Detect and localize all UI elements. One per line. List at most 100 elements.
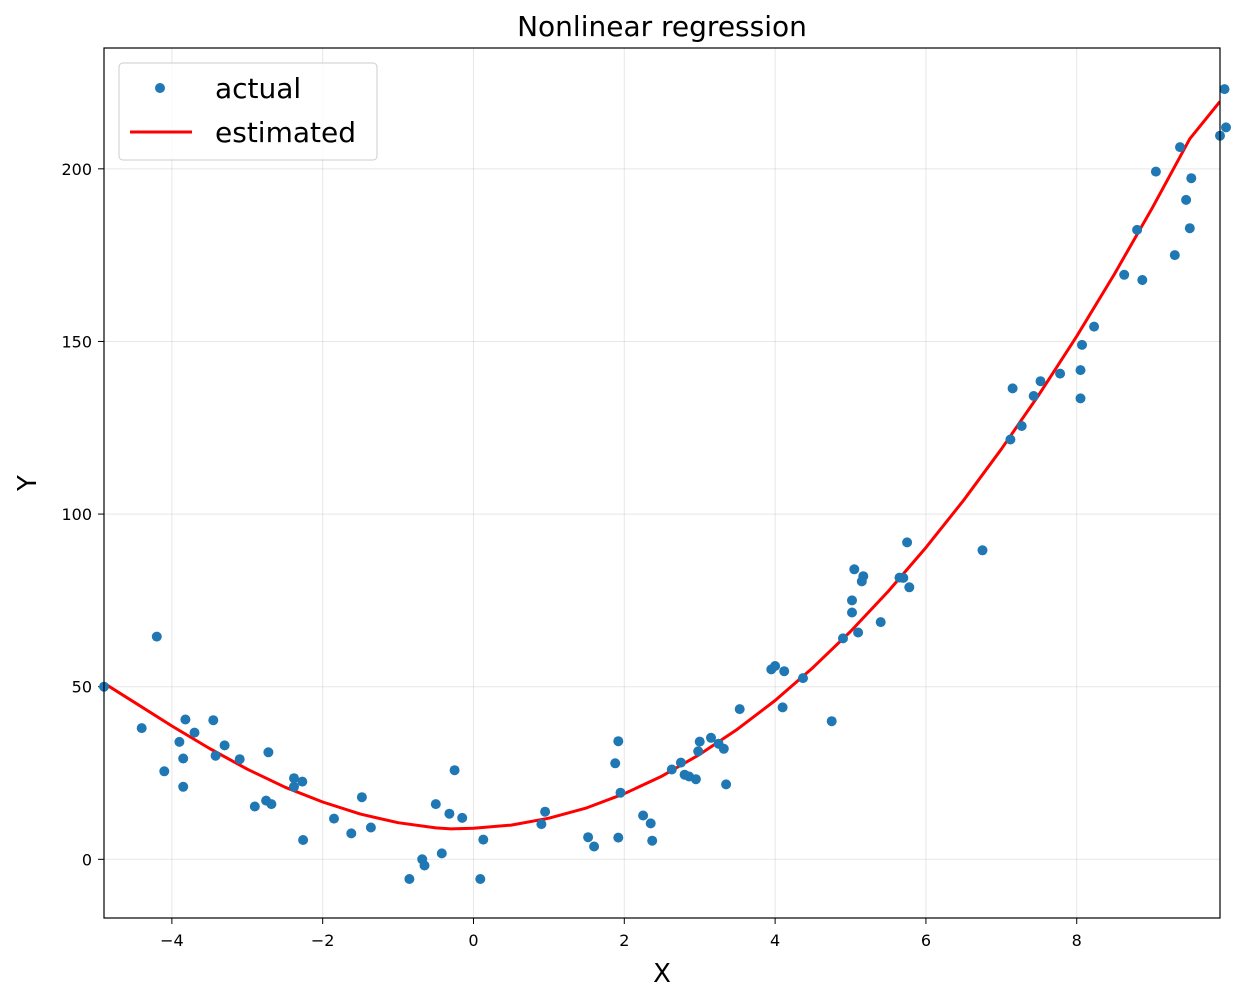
actual-point: [289, 773, 299, 784]
actual-point: [1007, 383, 1018, 394]
x-tick-label: 2: [619, 931, 629, 950]
actual-point: [902, 537, 913, 548]
actual-point: [444, 808, 455, 819]
x-axis-label: X: [653, 959, 671, 989]
actual-point: [174, 736, 185, 747]
y-ticks: 0 50 100 150 200: [61, 160, 104, 869]
actual-point: [610, 758, 621, 769]
actual-point: [1077, 339, 1087, 350]
actual-point: [847, 607, 857, 618]
actual-point: [675, 757, 686, 768]
actual-point: [777, 702, 788, 713]
actual-point: [208, 715, 219, 726]
actual-point: [478, 834, 489, 845]
actual-point: [898, 572, 909, 583]
actual-point: [977, 545, 988, 556]
actual-point: [178, 753, 189, 764]
y-tick-label: 200: [61, 160, 92, 179]
actual-point: [178, 781, 189, 792]
actual-point: [430, 799, 441, 810]
legend-box: [118, 62, 378, 161]
y-tick-label: 50: [72, 678, 92, 697]
actual-point: [798, 673, 808, 684]
y-axis-label: Y: [13, 475, 43, 492]
legend-actual-marker: [155, 83, 165, 93]
actual-point: [853, 627, 864, 638]
actual-point: [356, 792, 367, 803]
actual-point: [457, 812, 468, 823]
actual-point: [449, 765, 460, 776]
actual-point: [298, 835, 309, 845]
actual-point: [1137, 275, 1148, 285]
actual-point: [289, 781, 299, 792]
actual-point: [1075, 365, 1086, 376]
x-ticks: −4 −2 0 2 4 6 8: [160, 918, 1082, 950]
x-tick-label: 6: [921, 931, 931, 950]
actual-point: [1028, 391, 1039, 401]
actual-point: [180, 714, 191, 725]
actual-point: [645, 818, 656, 829]
actual-point: [858, 571, 869, 582]
actual-point: [475, 874, 486, 884]
actual-point: [589, 841, 600, 852]
y-tick-label: 150: [61, 332, 92, 351]
actual-point: [734, 704, 745, 715]
actual-point: [638, 810, 649, 821]
actual-point: [1119, 269, 1130, 280]
actual-point: [1186, 173, 1197, 184]
actual-point: [693, 746, 704, 757]
actual-point: [613, 832, 624, 843]
actual-point: [419, 860, 430, 871]
actual-point: [404, 874, 415, 884]
legend: actual estimated: [118, 62, 378, 161]
actual-point: [151, 631, 162, 642]
actual-point: [706, 732, 716, 743]
x-tick-label: 0: [468, 931, 478, 950]
plot-frame: [103, 47, 1221, 919]
actual-point: [1175, 142, 1185, 153]
actual-point: [770, 661, 781, 671]
actual-point: [1181, 194, 1192, 205]
actual-point: [847, 595, 857, 606]
actual-point: [297, 776, 308, 787]
actual-point: [536, 819, 547, 830]
actual-point: [159, 766, 170, 777]
actual-point: [904, 582, 915, 593]
y-tick-label: 0: [82, 850, 92, 869]
actual-point: [1219, 84, 1230, 95]
x-tick-label: −2: [311, 931, 335, 950]
actual-point: [1016, 421, 1027, 431]
actual-point: [849, 564, 860, 575]
actual-point: [234, 754, 245, 765]
actual-point: [583, 832, 594, 843]
x-tick-label: 4: [770, 931, 780, 950]
actual-point: [1005, 434, 1016, 445]
actual-point: [263, 747, 274, 758]
actual-point: [875, 617, 886, 628]
actual-point: [1055, 368, 1066, 379]
actual-point: [329, 813, 339, 824]
legend-actual-label: actual: [215, 72, 301, 105]
actual-point: [1169, 250, 1180, 261]
actual-point: [266, 799, 277, 810]
actual-point: [136, 723, 147, 734]
actual-point: [1184, 223, 1195, 234]
actual-point: [721, 779, 732, 790]
grid: [104, 48, 1220, 918]
actual-point: [1035, 376, 1046, 387]
x-tick-label: −4: [160, 931, 184, 950]
actual-point: [647, 835, 658, 846]
chart-title: Nonlinear regression: [517, 10, 807, 43]
actual-point: [540, 806, 551, 817]
actual-series: [99, 84, 1231, 884]
actual-point: [219, 740, 230, 751]
actual-point: [613, 736, 624, 747]
actual-point: [694, 736, 705, 747]
actual-point: [1221, 122, 1231, 133]
actual-point: [690, 774, 701, 785]
legend-estimated-label: estimated: [215, 116, 356, 149]
actual-point: [838, 633, 848, 644]
y-tick-label: 100: [61, 505, 92, 524]
actual-point: [189, 727, 200, 738]
actual-point: [718, 743, 729, 754]
